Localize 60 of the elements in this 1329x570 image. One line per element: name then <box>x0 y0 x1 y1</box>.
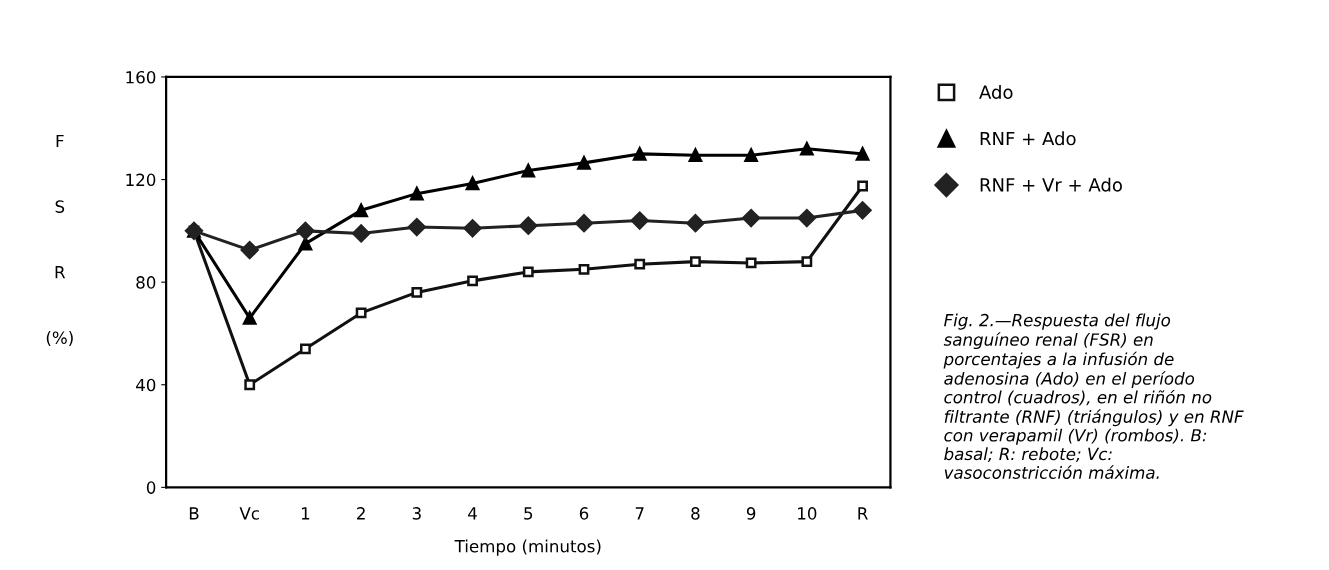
point <box>630 211 649 230</box>
point <box>745 257 757 269</box>
point <box>578 263 590 275</box>
x-tick-label: 8 <box>691 507 700 520</box>
y-tick-label: 80 <box>136 276 156 289</box>
point <box>467 275 478 287</box>
point <box>688 148 703 162</box>
point <box>634 258 646 270</box>
x-tick-label: 1 <box>301 507 310 520</box>
x-tick-label: B <box>189 507 199 520</box>
x-tick-label: 2 <box>357 507 365 520</box>
point <box>801 256 813 268</box>
point <box>519 216 538 235</box>
x-tick-label: 5 <box>524 507 533 520</box>
point <box>857 180 868 192</box>
x-tick-label: 9 <box>746 507 756 520</box>
point <box>354 203 368 218</box>
legend-label: RNF + Vr + Ado <box>980 177 1122 192</box>
point <box>686 214 705 233</box>
point <box>577 156 591 170</box>
point <box>244 379 256 391</box>
y-tick-label: 0 <box>146 481 156 494</box>
point <box>240 240 259 260</box>
point <box>411 286 423 298</box>
point <box>855 147 870 161</box>
x-tick-label: R <box>858 507 868 520</box>
x-tick-label: 10 <box>798 507 817 520</box>
x-axis-title: Tiempo (minutos) <box>454 539 601 556</box>
point <box>242 311 257 325</box>
legend-label: RNF + Ado <box>980 131 1076 146</box>
point <box>465 176 480 191</box>
y-tick-label: 120 <box>126 173 156 187</box>
point <box>800 141 814 156</box>
x-tick-label: 7 <box>635 507 644 520</box>
point <box>690 256 701 268</box>
point <box>521 163 536 178</box>
point <box>522 266 534 278</box>
point <box>355 307 367 319</box>
x-tick-label: Vc <box>239 507 259 520</box>
point <box>632 147 647 161</box>
point <box>797 208 816 228</box>
point <box>296 221 315 240</box>
text: F S R (%) <box>46 134 73 346</box>
point <box>742 208 761 228</box>
point <box>300 343 311 355</box>
point <box>407 217 426 237</box>
text: Fig. 2.—Respuesta del flujo sanguíneo renal (FSR) en porcentajes a la infusión de adenosina (Ado) en el período control (cuadros), en el riñón no filtrante (RNF) (triángulos) y en RNF con verapamil (Vr) (rombos). B: basal; R: rebote; Vc: vasoconstricción máxima. <box>943 313 1244 479</box>
point <box>574 214 594 233</box>
y-tick-label: 40 <box>136 378 156 392</box>
y-tick-label: 160 <box>126 70 156 84</box>
point <box>744 148 758 162</box>
point <box>410 186 424 201</box>
x-tick-label: 4 <box>468 507 477 520</box>
legend-label: Ado <box>979 84 1013 99</box>
point <box>463 219 482 238</box>
x-tick-label: 3 <box>412 507 421 520</box>
point <box>853 201 872 220</box>
point <box>352 224 371 243</box>
x-tick-label: 6 <box>579 507 589 520</box>
point <box>298 236 313 251</box>
